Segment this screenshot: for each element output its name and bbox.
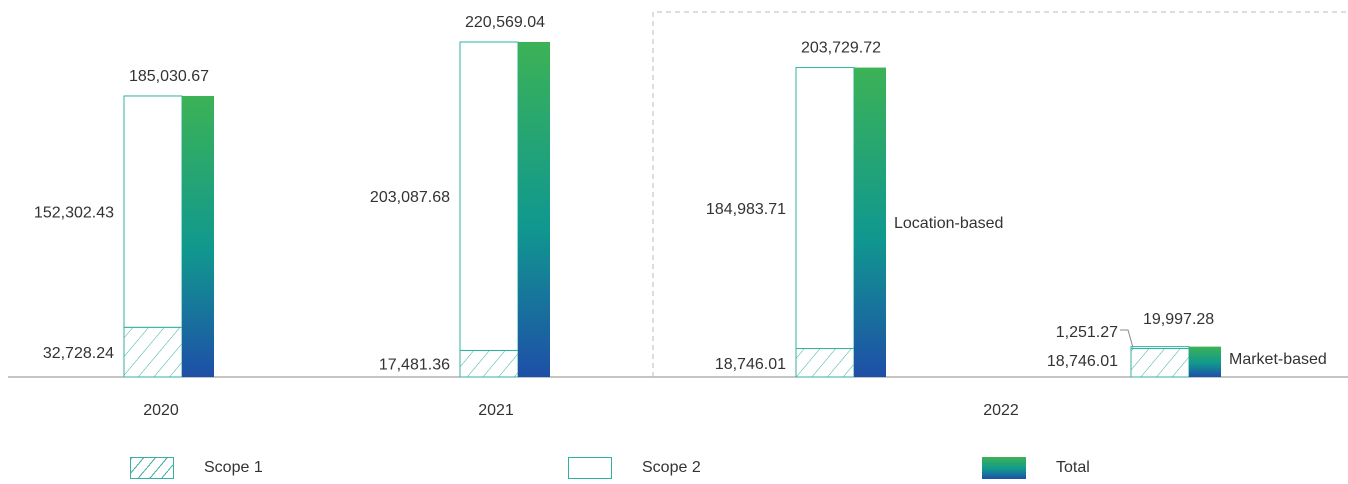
- bar-scope-1-0: [123, 326, 183, 378]
- label-subtype-3: Market-based: [1229, 351, 1327, 368]
- label-total-2: 203,729.72: [801, 40, 881, 57]
- emissions-chart: 32,728.24 152,302.43 185,030.67 17,481.36 20…: [8, 11, 1348, 419]
- legend-total: Total: [982, 454, 1090, 482]
- label-scope-2-1: 203,087.68: [370, 189, 450, 206]
- label-scope-1-2: 18,746.01: [715, 356, 786, 373]
- legend-scope-1: Scope 1: [130, 454, 263, 482]
- label-subtype-2: Location-based: [894, 215, 1003, 232]
- leader-scope-2-3: [1120, 329, 1134, 348]
- bar-scope-2-2: [795, 67, 855, 350]
- label-scope-2-0: 152,302.43: [34, 205, 114, 222]
- bar-scope-1-1: [459, 349, 519, 378]
- total-swatch: [982, 457, 1026, 479]
- legend-label-total: Total: [1056, 459, 1090, 476]
- label-scope-1-0: 32,728.24: [43, 345, 114, 362]
- bar-total-2: [854, 67, 886, 378]
- scope-1-swatch: [130, 457, 174, 479]
- bar-scope-2-0: [123, 95, 183, 328]
- bar-scope-1-3: [1130, 348, 1190, 378]
- bar-total-3: [1189, 346, 1221, 377]
- legend-label-scope-2: Scope 2: [642, 459, 701, 476]
- label-total-0: 185,030.67: [129, 68, 209, 85]
- bar-total-1: [518, 42, 550, 377]
- label-total-1: 220,569.04: [465, 14, 545, 31]
- legend-label-scope-1: Scope 1: [204, 459, 263, 476]
- label-scope-1-1: 17,481.36: [379, 357, 450, 374]
- legend-scope-2: Scope 2: [568, 454, 701, 482]
- bar-total-0: [182, 95, 214, 377]
- label-scope-2-3: 1,251.27: [1056, 324, 1118, 341]
- bar-scope-1-2: [795, 348, 855, 378]
- label-total-3: 19,997.28: [1143, 311, 1214, 328]
- label-scope-2-2: 184,983.71: [706, 201, 786, 218]
- label-scope-1-3: 18,746.01: [1047, 353, 1118, 370]
- scope-2-swatch: [568, 457, 612, 479]
- bar-scope-2-1: [459, 41, 519, 351]
- x-label-2022: 2022: [983, 402, 1019, 419]
- bar-scope-2-3: [1130, 346, 1190, 350]
- x-label-2021: 2021: [478, 402, 514, 419]
- group-2022-divider: [652, 11, 1348, 377]
- x-label-2020: 2020: [143, 402, 179, 419]
